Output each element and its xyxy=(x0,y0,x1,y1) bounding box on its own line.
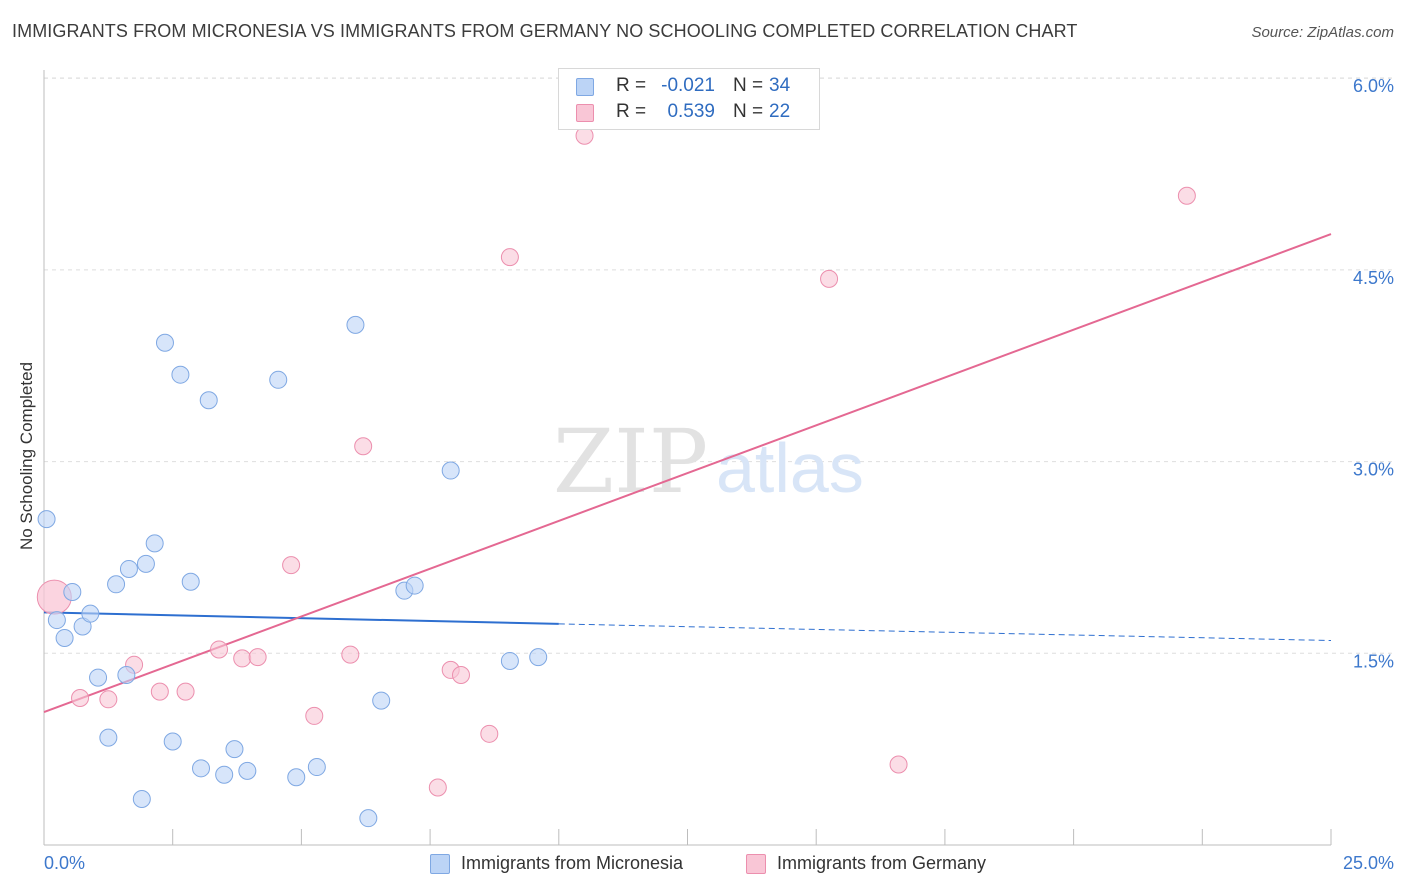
micronesia-point-5 xyxy=(81,604,100,623)
micronesia-point-23 xyxy=(269,370,288,389)
germany-point-6 xyxy=(210,640,229,659)
micronesia-point-2 xyxy=(55,628,74,647)
germany-point-5 xyxy=(176,682,195,701)
micronesia-point-6 xyxy=(89,668,108,687)
r-label: R = xyxy=(616,75,647,96)
axes xyxy=(43,70,1332,846)
germany-trend-line xyxy=(43,233,1332,714)
micronesia-point-15 xyxy=(163,732,182,751)
x-tick-label-0: 0.0% xyxy=(44,853,85,873)
micronesia-point-9 xyxy=(117,666,136,685)
micronesia-point-27 xyxy=(359,809,378,828)
r-value: 0.539 xyxy=(667,101,715,122)
germany-point-12 xyxy=(354,437,373,456)
micronesia-trend-extension xyxy=(558,623,1332,642)
x-tick-label-1: 25.0% xyxy=(1343,853,1394,873)
germany-point-1 xyxy=(71,689,90,708)
germany-point-8 xyxy=(248,648,267,667)
germany-point-20 xyxy=(889,755,908,774)
germany-point-2 xyxy=(99,690,118,709)
y-tick-label-2: 4.5% xyxy=(1353,268,1394,288)
micronesia-points xyxy=(37,315,548,828)
y-tick-labels: 1.5% 3.0% 4.5% 6.0% xyxy=(1353,76,1394,671)
micronesia-point-7 xyxy=(99,728,118,747)
x-tick-labels: 0.0% 25.0% xyxy=(44,853,1394,873)
micronesia-point-32 xyxy=(500,651,519,670)
micronesia-point-10 xyxy=(119,559,138,578)
micronesia-trend-line xyxy=(43,611,559,625)
germany-point-9 xyxy=(282,556,301,575)
micronesia-swatch xyxy=(576,78,594,96)
micronesia-point-12 xyxy=(136,554,155,573)
legend-label-germany: Immigrants from Germany xyxy=(777,853,987,873)
micronesia-point-28 xyxy=(372,691,391,710)
micronesia-point-17 xyxy=(181,572,200,591)
legend-label-micronesia: Immigrants from Micronesia xyxy=(461,853,684,873)
germany-point-11 xyxy=(341,645,360,664)
y-tick-label-1: 3.0% xyxy=(1353,460,1394,480)
n-label: N = xyxy=(733,75,764,96)
micronesia-point-20 xyxy=(215,765,234,784)
germany-swatch xyxy=(576,104,594,122)
germany-point-17 xyxy=(500,248,519,267)
micronesia-point-33 xyxy=(529,648,548,667)
micronesia-point-19 xyxy=(199,391,218,410)
gridlines xyxy=(44,77,1392,654)
chart-title: IMMIGRANTS FROM MICRONESIA VS IMMIGRANTS… xyxy=(12,21,1078,41)
germany-point-4 xyxy=(150,682,169,701)
n-value: 22 xyxy=(769,101,791,122)
germany-points xyxy=(36,126,1196,797)
watermark-zip: ZIP xyxy=(553,410,708,513)
micronesia-point-26 xyxy=(346,315,365,334)
micronesia-point-11 xyxy=(132,789,151,808)
y-tick-label-0: 1.5% xyxy=(1353,651,1394,671)
micronesia-point-30 xyxy=(405,576,424,595)
source-label: Source: ZipAtlas.com xyxy=(1251,24,1394,41)
germany-point-13 xyxy=(428,778,447,797)
micronesia-point-8 xyxy=(107,575,126,594)
micronesia-point-1 xyxy=(47,611,66,630)
micronesia-point-14 xyxy=(155,333,174,352)
r-label: R = xyxy=(616,101,647,122)
micronesia-point-3 xyxy=(63,582,82,601)
micronesia-point-18 xyxy=(192,759,211,778)
germany-point-7 xyxy=(233,649,252,668)
n-label: N = xyxy=(733,101,764,122)
micronesia-point-31 xyxy=(441,461,460,480)
germany-point-21 xyxy=(1177,186,1196,205)
stats-legend-box: R = -0.021 N = 34 R = 0.539 N = 22 xyxy=(558,68,820,130)
germany-point-15 xyxy=(451,666,470,685)
germany-point-19 xyxy=(820,269,839,288)
r-value: -0.021 xyxy=(661,75,715,96)
watermark: ZIP atlas xyxy=(553,410,864,513)
legend-swatch-germany xyxy=(746,854,766,874)
germany-point-16 xyxy=(480,724,499,743)
micronesia-point-25 xyxy=(307,758,326,777)
micronesia-point-16 xyxy=(171,365,190,384)
micronesia-point-13 xyxy=(145,534,164,553)
micronesia-point-0 xyxy=(37,510,56,529)
micronesia-point-21 xyxy=(225,740,244,759)
micronesia-point-24 xyxy=(287,768,306,787)
germany-point-10 xyxy=(305,706,324,725)
y-tick-label-3: 6.0% xyxy=(1353,76,1394,96)
legend-swatch-micronesia xyxy=(430,854,450,874)
n-value: 34 xyxy=(769,75,791,96)
micronesia-point-22 xyxy=(238,761,257,780)
trend-lines xyxy=(43,233,1332,714)
watermark-atlas: atlas xyxy=(716,429,864,507)
